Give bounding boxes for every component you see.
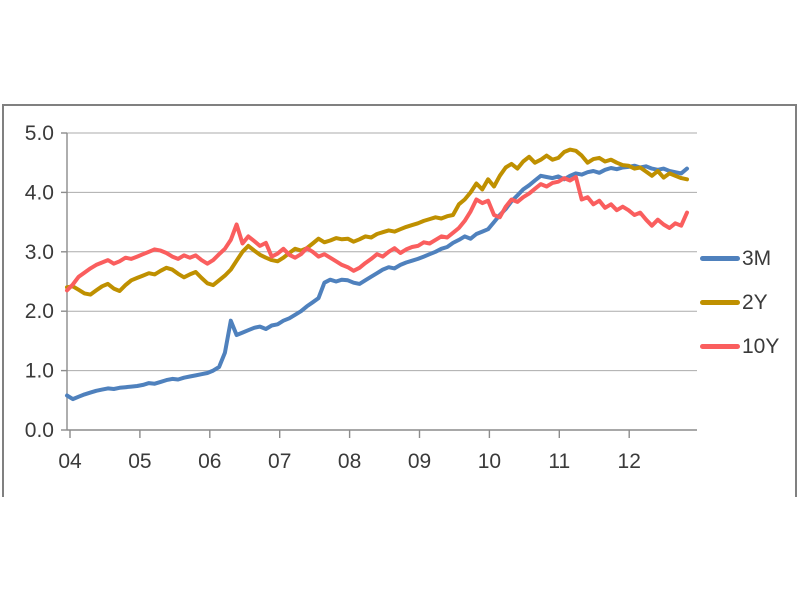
y-tick-label: 3.0: [25, 241, 54, 264]
x-tick-label: 06: [198, 450, 221, 473]
legend-line-swatch-10y: [700, 343, 740, 349]
series-line-10y: [65, 175, 689, 293]
legend-item-2y: 2Y: [700, 287, 779, 317]
legend-line-swatch-3m: [700, 255, 740, 261]
legend-label-10y: 10Y: [742, 334, 780, 358]
series-line-3m: [65, 163, 689, 402]
series-line-2y: [65, 147, 689, 297]
legend: 3M 2Y 10Y: [700, 243, 779, 375]
legend-item-10y: 10Y: [700, 331, 779, 361]
x-tick-label: 12: [618, 450, 641, 473]
y-tick-label: 4.0: [25, 181, 54, 204]
x-tick-label: 09: [408, 450, 431, 473]
x-tick-label: 07: [268, 450, 291, 473]
x-tick-label: 08: [338, 450, 361, 473]
y-tick-label: 5.0: [25, 122, 54, 145]
x-tick-label: 05: [128, 450, 151, 473]
legend-label-2y: 2Y: [742, 290, 768, 314]
x-tick-label: 04: [58, 450, 82, 473]
x-tick-label: 10: [478, 450, 501, 473]
legend-item-3m: 3M: [700, 243, 779, 273]
y-tick-label: 1.0: [25, 360, 54, 383]
legend-line-swatch-2y: [700, 299, 740, 305]
x-tick-label: 11: [548, 450, 570, 473]
legend-label-3m: 3M: [742, 246, 772, 270]
y-tick-label: 0.0: [25, 419, 54, 442]
y-tick-label: 2.0: [25, 300, 54, 323]
